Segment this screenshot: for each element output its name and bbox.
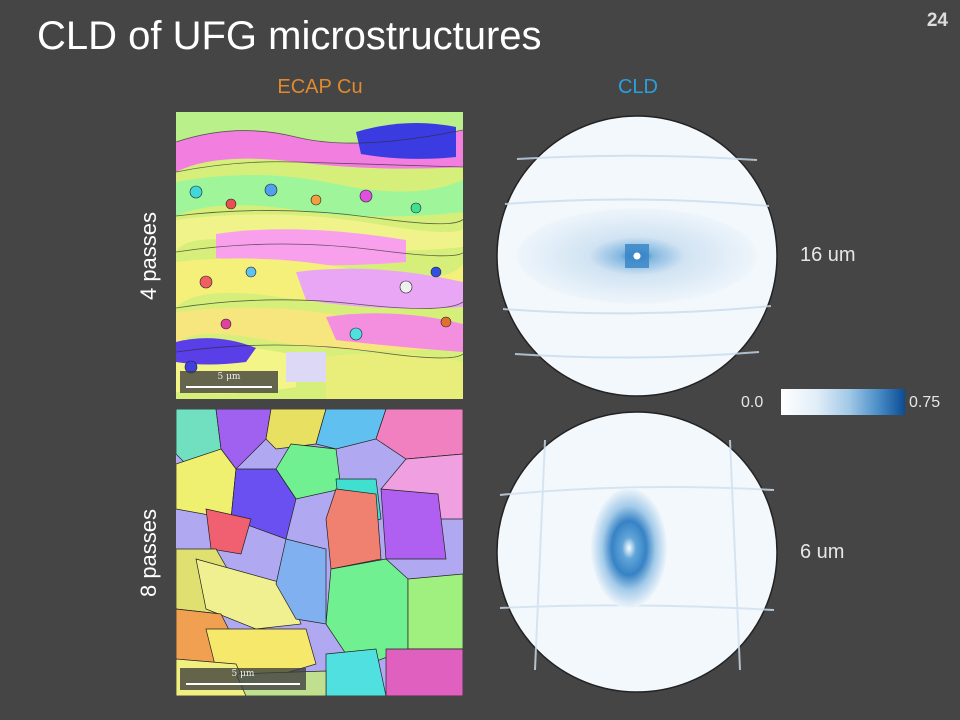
cld-plot-8-passes <box>495 410 779 694</box>
column-label-cld: CLD <box>617 76 658 98</box>
colorbar-max-label: 0.75 <box>909 394 941 411</box>
scale-bar-4-passes: 5 μm <box>180 371 278 393</box>
ebsd-map-8-passes: 5 μm <box>176 409 463 696</box>
column-label-ecap: ECAP Cu <box>277 76 363 98</box>
slide-title: CLD of UFG microstructures <box>37 14 542 58</box>
ebsd-map-4-passes: 5 μm <box>176 112 463 399</box>
cld-plot-4-passes <box>495 114 779 398</box>
colorbar <box>781 389 905 415</box>
colorbar-min-label: 0.0 <box>741 394 764 411</box>
scale-bar-label: 5 μm <box>231 669 255 679</box>
scale-bar-8-passes: 5 μm <box>180 668 306 690</box>
cld-size-label-4-passes: 16 um <box>800 244 856 266</box>
scale-bar-label: 5 μm <box>217 372 241 382</box>
row-label-8-passes: 8 passes <box>136 508 161 598</box>
cld-size-label-8-passes: 6 um <box>800 541 845 563</box>
page-number: 24 <box>926 10 948 31</box>
row-label-4-passes: 4 passes <box>136 211 161 301</box>
